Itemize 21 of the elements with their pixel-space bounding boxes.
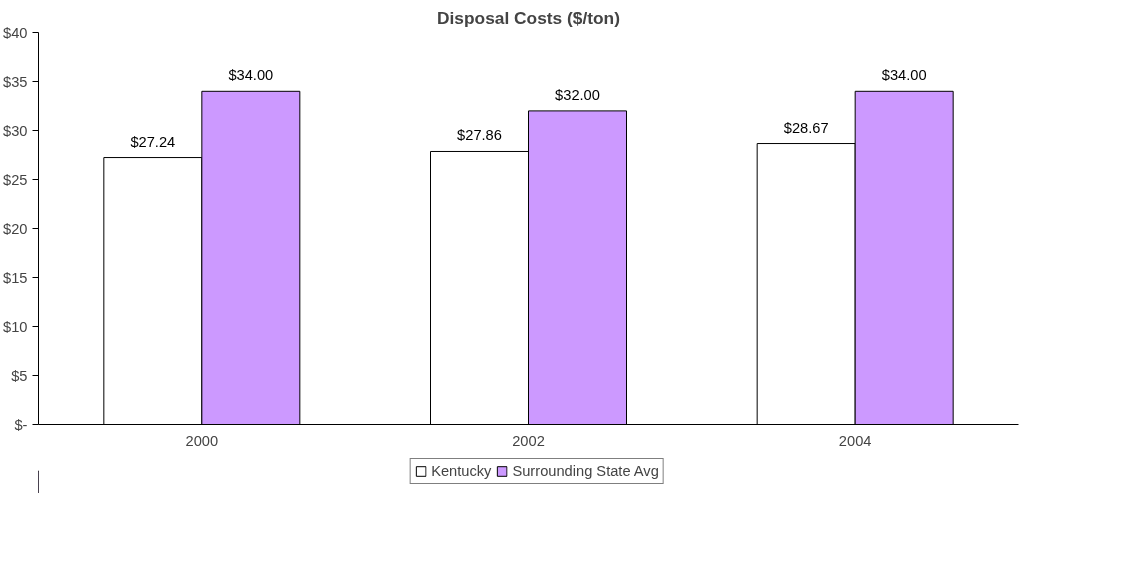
legend-label: Surrounding State Avg bbox=[512, 462, 659, 479]
data-label: $27.24 bbox=[130, 133, 176, 150]
data-label: $27.86 bbox=[457, 127, 502, 144]
data-label: $32.00 bbox=[555, 86, 600, 103]
chart-title: Disposal Costs ($/ton) bbox=[437, 7, 620, 28]
x-tick-label: 2000 bbox=[185, 432, 219, 449]
y-tick-label: $25 bbox=[3, 171, 28, 188]
x-tick-label: 2002 bbox=[512, 432, 545, 449]
y-tick-label: $5 bbox=[11, 367, 28, 384]
y-tick-label: $35 bbox=[3, 73, 28, 90]
y-tick-label: $30 bbox=[3, 122, 28, 139]
data-label: $34.00 bbox=[881, 67, 927, 84]
y-tick-label: $15 bbox=[3, 269, 28, 286]
y-tick-label: $- bbox=[14, 416, 28, 433]
x-tick-label: 2004 bbox=[838, 432, 872, 449]
data-label: $34.00 bbox=[228, 67, 274, 84]
legend-label: Kentucky bbox=[431, 462, 492, 479]
data-label: $28.67 bbox=[783, 119, 829, 136]
y-tick-label: $20 bbox=[3, 220, 28, 237]
y-tick-label: $10 bbox=[3, 318, 28, 335]
y-tick-label: $40 bbox=[3, 24, 28, 41]
